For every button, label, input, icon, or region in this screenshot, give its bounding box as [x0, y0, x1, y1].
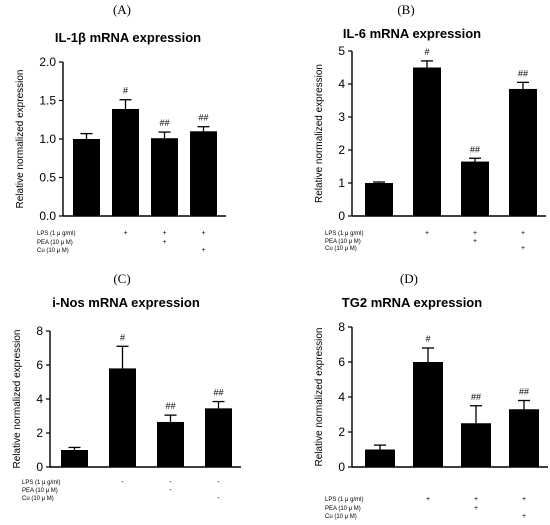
bar [365, 183, 393, 216]
treatment-mark: + [473, 238, 477, 245]
treatment-label: LPS (1 μ g/ml) [325, 497, 363, 503]
significance-label: ## [213, 388, 223, 398]
treatment-label: Cu (10 μ M) [37, 248, 69, 254]
chart-title: IL-6 mRNA expression [343, 26, 481, 41]
bar [73, 139, 100, 216]
treatment-label: Cu (10 μ M) [325, 514, 357, 520]
treatment-mark: + [474, 505, 478, 512]
significance-label: ## [519, 387, 529, 397]
treatment-label: Cu (10 μ M) [325, 246, 357, 252]
treatment-mark: + [425, 230, 429, 237]
bar [509, 88, 537, 216]
significance-label: ## [471, 392, 481, 402]
y-tick-label: 0 [36, 460, 43, 474]
y-axis-label: Relative normalized expression [12, 330, 23, 469]
y-tick-label: 6 [338, 355, 345, 369]
y-tick-label: 2 [338, 143, 345, 157]
y-axis-label: Relative normalized expression [15, 70, 26, 209]
y-tick-label: 2 [36, 426, 43, 440]
bar [112, 108, 139, 216]
y-tick-label: 0.0 [39, 209, 56, 223]
y-tick-label: 5 [338, 44, 345, 58]
chart-title: TG2 mRNA expression [342, 295, 482, 310]
y-axis-label: Relative normalized expression [314, 64, 325, 203]
chart-title: IL-1β mRNA expression [55, 30, 201, 45]
y-tick-label: 4 [338, 390, 345, 404]
treatment-mark: + [521, 245, 525, 252]
treatment-mark: + [473, 230, 477, 237]
treatment-mark: + [201, 230, 205, 237]
treatment-mark: + [522, 513, 526, 520]
bar [509, 409, 539, 467]
significance-label: ## [198, 113, 208, 123]
bar [205, 408, 232, 467]
treatment-label: LPS (1 μ g/ml) [325, 231, 363, 237]
treatment-label: LPS (1 μ g/ml) [22, 480, 60, 486]
treatment-label: Cu (10 μ M) [22, 496, 54, 502]
treatment-mark: - [217, 495, 220, 502]
bar [157, 421, 184, 467]
bar [190, 131, 217, 216]
treatment-mark: - [217, 479, 220, 486]
y-tick-label: 8 [36, 324, 43, 338]
y-tick-label: 2 [338, 425, 345, 439]
bar [365, 449, 395, 467]
y-tick-label: 4 [36, 392, 43, 406]
y-tick-label: 1.5 [39, 94, 56, 108]
y-axis-label: Relative normalized expression [314, 328, 325, 467]
significance-label: # [120, 332, 125, 342]
y-tick-label: 1.0 [39, 132, 56, 146]
significance-label: ## [470, 144, 480, 154]
treatment-mark: + [474, 496, 478, 503]
bar [461, 161, 489, 216]
y-tick-label: 4 [338, 77, 345, 91]
treatment-label: PEA (10 μ M) [37, 240, 73, 246]
bar [461, 423, 491, 467]
bar [109, 368, 136, 467]
significance-label: ## [518, 68, 528, 78]
y-tick-label: 3 [338, 110, 345, 124]
treatment-mark: - [169, 487, 172, 494]
treatment-mark: + [162, 239, 166, 246]
treatment-mark: + [201, 247, 205, 254]
treatment-mark: + [162, 230, 166, 237]
panel-b: (B) IL-6 mRNA expression 0 1 2 3 4 5 Relative no… [314, 2, 546, 252]
significance-label: # [425, 334, 430, 344]
treatment-label: PEA (10 μ M) [325, 239, 361, 245]
panel-letter: (C) [113, 271, 130, 286]
treatment-mark: + [521, 230, 525, 237]
significance-label: ## [165, 401, 175, 411]
treatment-mark: + [123, 230, 127, 237]
y-tick-label: 6 [36, 358, 43, 372]
treatment-mark: + [522, 496, 526, 503]
chart-title: i-Nos mRNA expression [52, 295, 200, 310]
treatment-mark: - [121, 479, 124, 486]
y-tick-label: 1 [338, 176, 345, 190]
bar [413, 67, 441, 216]
treatment-mark: - [169, 479, 172, 486]
y-tick-label: 0.5 [39, 171, 56, 185]
bar [61, 450, 88, 467]
panel-letter: (D) [400, 271, 418, 286]
y-tick-label: 8 [338, 320, 345, 334]
treatment-label: PEA (10 μ M) [22, 488, 58, 494]
y-tick-label: 0 [338, 460, 345, 474]
treatment-label: LPS (1 μ g/ml) [37, 231, 75, 237]
treatment-mark: + [426, 496, 430, 503]
panel-letter: (B) [397, 2, 414, 17]
panel-d: (D) TG2 mRNA expression 0 2 4 6 8 Relative norm… [314, 271, 548, 520]
significance-label: ## [159, 118, 169, 128]
y-tick-label: 2.0 [39, 55, 56, 69]
bar [413, 362, 443, 467]
panel-letter: (A) [113, 2, 131, 17]
treatment-label: PEA (10 μ M) [325, 506, 361, 512]
panel-a: (A) IL-1β mRNA expression 0.0 0.5 1.0 1.5 2.0 R… [15, 2, 226, 254]
significance-label: # [424, 47, 429, 57]
significance-label: # [123, 86, 128, 96]
panel-c: (C) i-Nos mRNA expression 0 2 4 6 8 Relative no… [12, 271, 241, 502]
bar [151, 138, 178, 216]
y-tick-label: 0 [338, 209, 345, 223]
